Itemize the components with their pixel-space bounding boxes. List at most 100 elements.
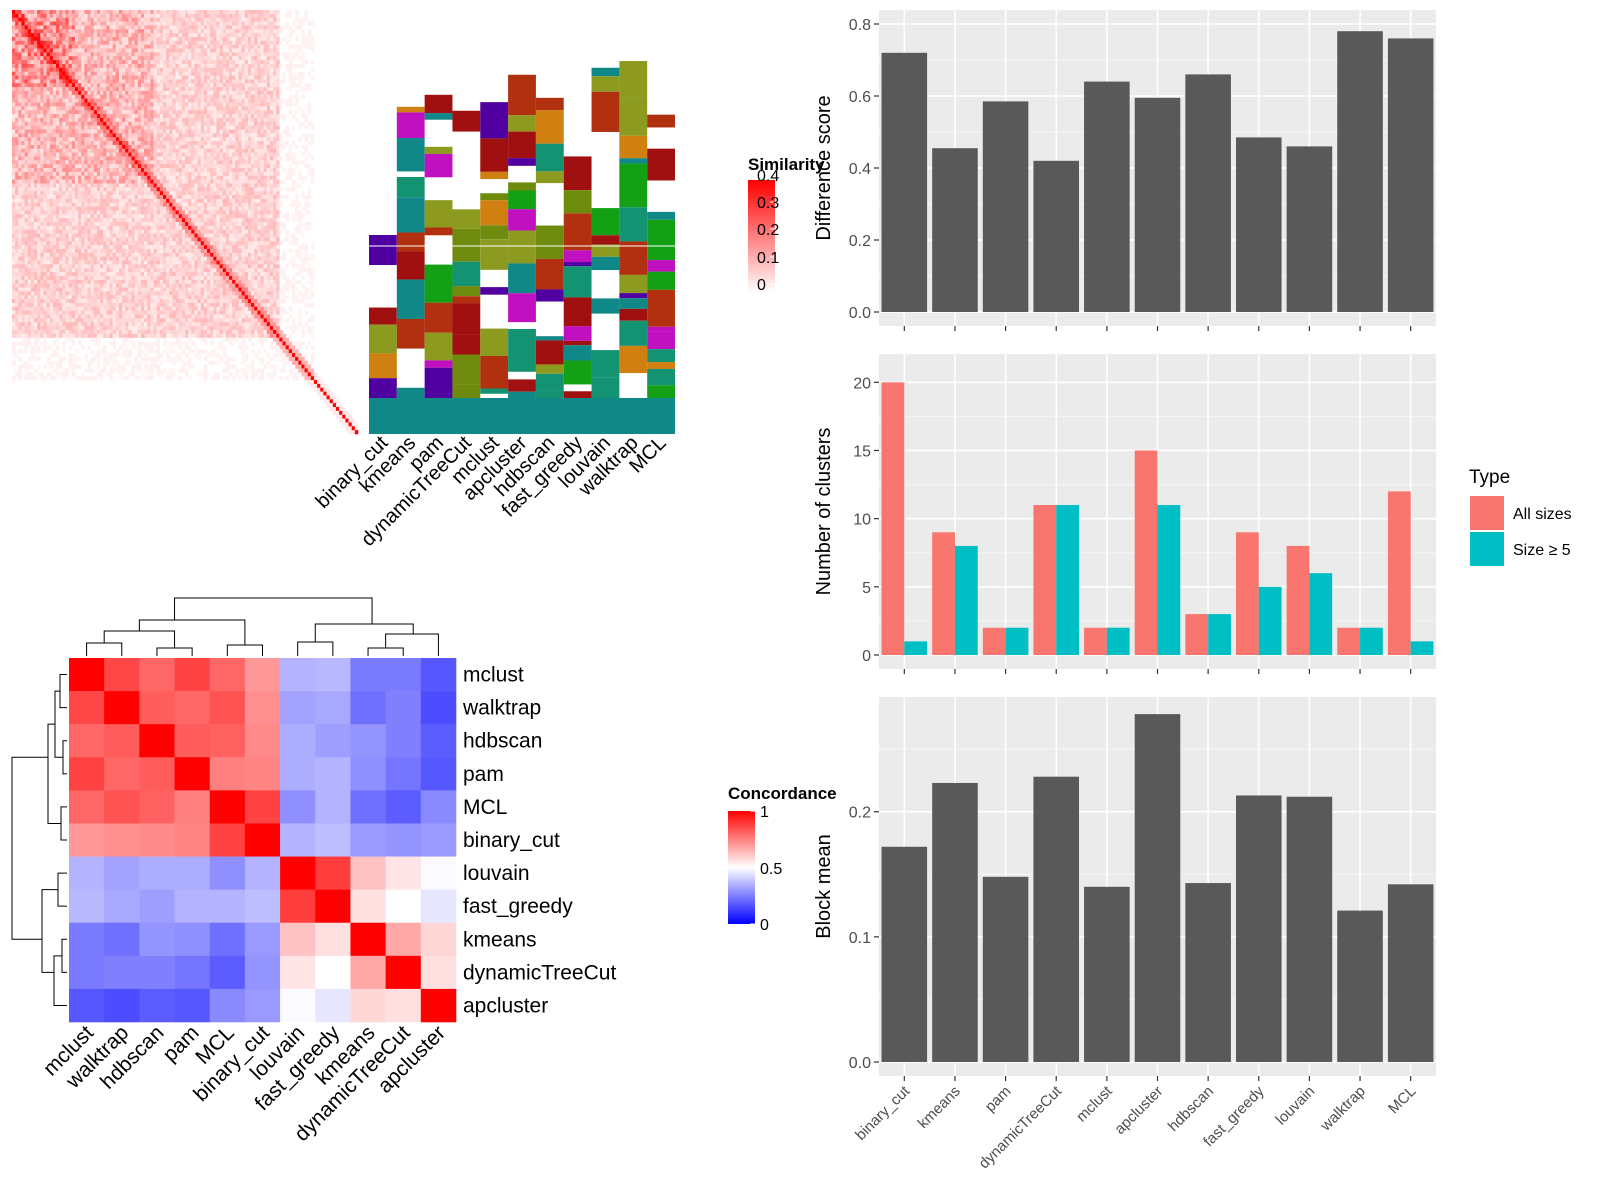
cluster-method-labels: binary_cutkmeanspamdynamicTreeCutmclusta… [312, 432, 671, 551]
concordance-cell [209, 988, 246, 1023]
concordance-cell [104, 658, 140, 692]
concordance-cell [104, 691, 140, 725]
y-axis-tick-label: 15 [853, 443, 871, 460]
concordance-row-label: MCL [463, 796, 507, 819]
bar-size-ge5 [1106, 627, 1130, 655]
bar [1286, 146, 1333, 312]
bar-size-ge5 [1360, 627, 1383, 655]
similarity-legend-colorbar [748, 180, 775, 293]
concordance-cell [385, 988, 422, 1023]
bar [1235, 795, 1282, 1062]
concordance-cell [174, 691, 211, 725]
bar [1387, 884, 1434, 1062]
concordance-cell [315, 922, 351, 957]
concordance-cell [69, 691, 105, 725]
block-mean-chart: 0.0 0.1 0.2 Block mean [813, 697, 1436, 1081]
bar-all-sizes [1286, 545, 1310, 655]
dendrogram-branch [11, 756, 48, 940]
concordance-cell [385, 658, 422, 692]
concordance-cell [385, 823, 422, 857]
concordance-cell [280, 823, 316, 857]
concordance-cell [174, 823, 211, 857]
concordance-cell [69, 955, 105, 990]
concordance-cell [315, 856, 351, 890]
bar-all-sizes [982, 627, 1006, 655]
concordance-cell [209, 955, 246, 990]
dendrogram-branch [86, 642, 123, 656]
concordance-row-label: louvain [463, 862, 530, 885]
concordance-cell [244, 790, 281, 824]
concordance-row-label: apcluster [463, 994, 548, 1017]
x-axis-tick-label: binary_cut [852, 1082, 914, 1144]
similarity-heatmap [12, 10, 359, 435]
concordance-cell [69, 724, 105, 758]
similarity-legend-tick-label: 0 [757, 277, 766, 294]
concordance-row-labels: mclust walktrap hdbscan pam MCL binary_cutlou… [462, 664, 616, 1018]
concordance-cell [280, 889, 316, 924]
concordance-row-label: walktrap [462, 697, 541, 720]
concordance-cell [209, 658, 246, 692]
concordance-cell [280, 922, 316, 957]
concordance-cell [420, 790, 457, 824]
concordance-cell [350, 988, 386, 1023]
concordance-cell [139, 724, 175, 758]
bar-size-ge5 [1157, 505, 1181, 655]
concordance-cell [104, 955, 140, 990]
concordance-cell [139, 823, 175, 857]
concordance-cell [350, 955, 386, 990]
concordance-cell [350, 922, 386, 957]
y-axis-tick-label: 5 [862, 580, 871, 597]
concordance-row-label: mclust [463, 664, 524, 687]
concordance-cell [209, 691, 246, 725]
bar-size-ge5 [1005, 627, 1029, 655]
concordance-cell [209, 922, 246, 957]
concordance-cell [104, 724, 140, 758]
concordance-cell [420, 724, 457, 758]
concordance-cell [385, 856, 422, 890]
concordance-cell [420, 988, 457, 1023]
similarity-legend-tick-label: 0.2 [757, 222, 779, 239]
difference-score-chart: 0.0 0.2 0.4 0.6 0.8 Difference score [813, 10, 1436, 331]
concordance-cell [104, 856, 140, 890]
concordance-cell [244, 955, 281, 990]
y-axis-label: Difference score [813, 95, 835, 240]
bar-all-sizes [1235, 532, 1259, 655]
dendrogram-branch [297, 641, 334, 656]
concordance-cell [385, 955, 422, 990]
bar-all-sizes [932, 532, 955, 655]
dendrogram-branch [62, 740, 67, 775]
concordance-cell [244, 757, 281, 791]
bar-all-sizes [1084, 627, 1107, 655]
dendrogram-branch [60, 806, 67, 841]
dendrogram-branch [314, 623, 414, 642]
concordance-row-label: dynamicTreeCut [463, 961, 616, 984]
concordance-cell [350, 658, 386, 692]
x-axis-tick-label: mclust [1073, 1082, 1116, 1125]
dendrogram-branch [367, 647, 404, 656]
concordance-cell [174, 988, 211, 1023]
type-legend: Type All sizes Size ≥ 5 [1469, 467, 1572, 566]
concordance-cell [244, 724, 281, 758]
dendrogram-branch [226, 644, 263, 656]
concordance-cell [174, 856, 211, 890]
concordance-cell [139, 790, 175, 824]
concordance-cell [244, 856, 281, 890]
cluster-class-heatmap [369, 61, 675, 434]
concordance-cell [315, 889, 351, 924]
concordance-row-label: pam [463, 763, 504, 786]
concordance-cell [385, 922, 422, 957]
bar [932, 148, 978, 312]
number-of-clusters-chart: 0 5 10 15 20 Number of clusters [813, 354, 1436, 674]
concordance-cell [174, 757, 211, 791]
bar-size-ge5 [1258, 586, 1282, 655]
legend-key-size-ge5 [1470, 532, 1504, 566]
y-axis-tick-label: 0.0 [849, 305, 871, 322]
type-legend-title: Type [1469, 467, 1510, 488]
concordance-row-label: hdbscan [463, 730, 542, 753]
concordance-cell [420, 691, 457, 725]
concordance-cell [420, 955, 457, 990]
bar [1185, 883, 1231, 1062]
concordance-cell [104, 790, 140, 824]
x-axis-tick-label: kmeans [915, 1083, 964, 1132]
x-axis-tick-label: apcluster [1111, 1083, 1166, 1138]
